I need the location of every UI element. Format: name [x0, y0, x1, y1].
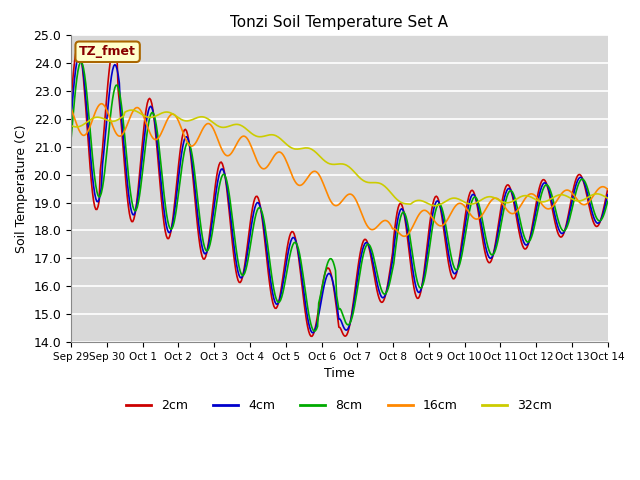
- Title: Tonzi Soil Temperature Set A: Tonzi Soil Temperature Set A: [230, 15, 449, 30]
- X-axis label: Time: Time: [324, 367, 355, 380]
- Y-axis label: Soil Temperature (C): Soil Temperature (C): [15, 124, 28, 253]
- Text: TZ_fmet: TZ_fmet: [79, 45, 136, 58]
- Legend: 2cm, 4cm, 8cm, 16cm, 32cm: 2cm, 4cm, 8cm, 16cm, 32cm: [122, 394, 557, 417]
